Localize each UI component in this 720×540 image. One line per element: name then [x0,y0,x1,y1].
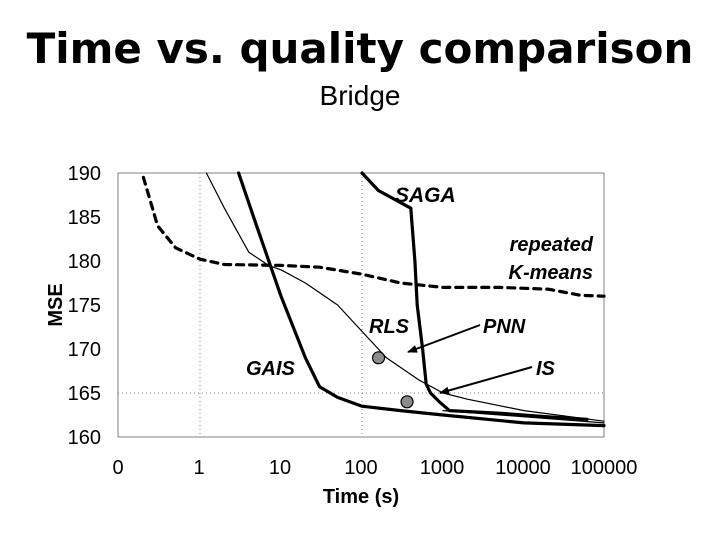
arrow-pnn [407,324,481,353]
x-tick-label: 1000 [420,457,465,479]
series-line-unlabeled-3 [205,172,605,422]
y-tick-label: 180 [68,251,101,273]
x-tick-label: 10000 [495,457,551,479]
y-tick-label: 185 [68,207,101,229]
y-tick-label: 175 [68,295,101,317]
label-kmeans: K-means [509,262,593,284]
x-tick-label: 100 [344,457,377,479]
chart-subtitle: Bridge [319,80,401,111]
label-saga: SAGA [395,184,456,207]
label-is: IS [536,358,556,380]
series-line-gais [237,171,606,428]
x-tick-label: 1 [193,457,204,479]
series-line-unlabeled-4 [442,410,605,424]
chart-title: Time vs. quality comparison [26,24,694,73]
series-line-repeated-k-means [141,175,606,298]
y-tick-label: 165 [68,383,101,405]
x-tick-label: 10 [269,457,291,479]
point-is [400,395,414,409]
y-tick-label: 160 [68,427,101,449]
label-repeated: repeated [510,234,594,256]
x-axis-title: Time (s) [323,486,399,508]
point-rls [371,351,386,365]
y-tick-label: 170 [68,339,101,361]
label-gais: GAIS [246,358,296,380]
label-rls: RLS [369,316,410,338]
y-axis-title: MSE [45,283,67,326]
arrow-is [439,366,533,395]
label-pnn: PNN [483,316,526,338]
plot-area [117,172,605,438]
y-tick-label: 190 [68,163,101,185]
x-tick-label: 0 [112,457,123,479]
x-tick-label: 100000 [571,457,638,479]
